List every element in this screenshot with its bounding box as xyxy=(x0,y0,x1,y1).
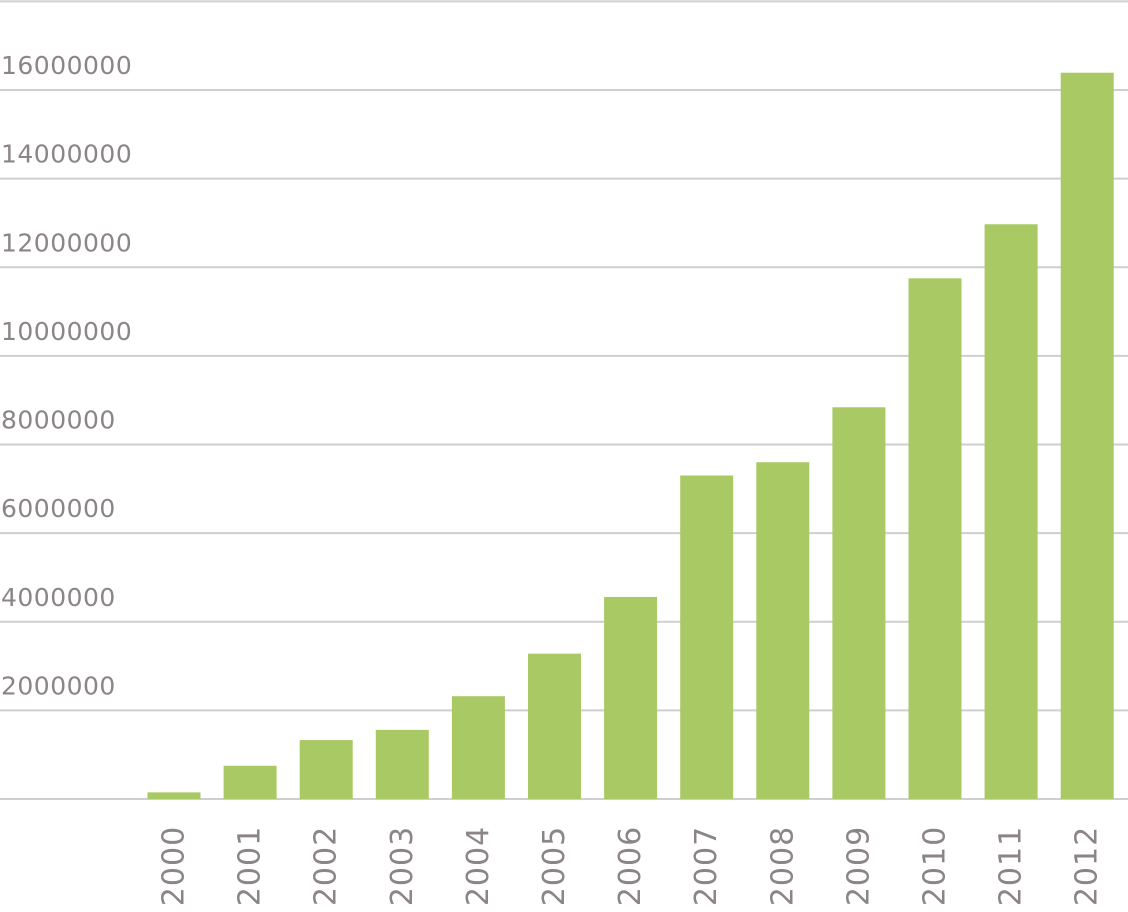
x-tick-label: 2003 xyxy=(385,826,420,906)
x-tick-label: 2009 xyxy=(841,826,876,906)
x-tick-label: 2010 xyxy=(918,826,953,906)
bar-2011 xyxy=(984,224,1038,800)
bar-2003 xyxy=(375,729,429,799)
x-tick-label: 2006 xyxy=(613,826,648,906)
y-tick-label: 4000000 xyxy=(1,583,116,612)
bar-2002 xyxy=(299,740,353,799)
y-tick-label: 6000000 xyxy=(1,494,116,523)
bar-2010 xyxy=(908,278,962,799)
bars xyxy=(147,72,1114,800)
x-tick-label: 2001 xyxy=(233,826,268,906)
bar-2009 xyxy=(832,407,886,799)
x-tick-label: 2008 xyxy=(765,826,800,906)
x-tick-label: 2000 xyxy=(157,826,192,906)
bar-2012 xyxy=(1060,72,1114,799)
y-axis-tick-labels: 2000000 4000000 6000000 8000000 10000000 1200… xyxy=(1,51,132,700)
x-tick-label: 2011 xyxy=(994,826,1029,906)
y-tick-label: 12000000 xyxy=(1,228,132,257)
bar-2008 xyxy=(756,462,810,799)
y-tick-label: 2000000 xyxy=(1,671,116,700)
y-tick-label: 8000000 xyxy=(1,406,116,435)
bar-2007 xyxy=(680,475,734,799)
x-tick-label: 2007 xyxy=(689,826,724,906)
bar-2005 xyxy=(528,653,581,799)
y-tick-label: 16000000 xyxy=(1,51,132,80)
x-tick-label: 2005 xyxy=(537,826,572,906)
x-tick-label: 2012 xyxy=(1070,826,1105,906)
bar-2000 xyxy=(147,792,201,799)
y-tick-label: 10000000 xyxy=(1,317,132,346)
x-axis-tick-labels: 2000 2001 2002 2003 2004 2005 2006 2007 2008 2009… xyxy=(157,826,1105,906)
y-tick-label: 14000000 xyxy=(1,140,132,169)
bar-2004 xyxy=(451,696,505,799)
bar-2006 xyxy=(604,596,658,799)
x-tick-label: 2002 xyxy=(309,826,344,906)
bar-2001 xyxy=(223,765,277,799)
x-tick-label: 2004 xyxy=(461,826,496,906)
